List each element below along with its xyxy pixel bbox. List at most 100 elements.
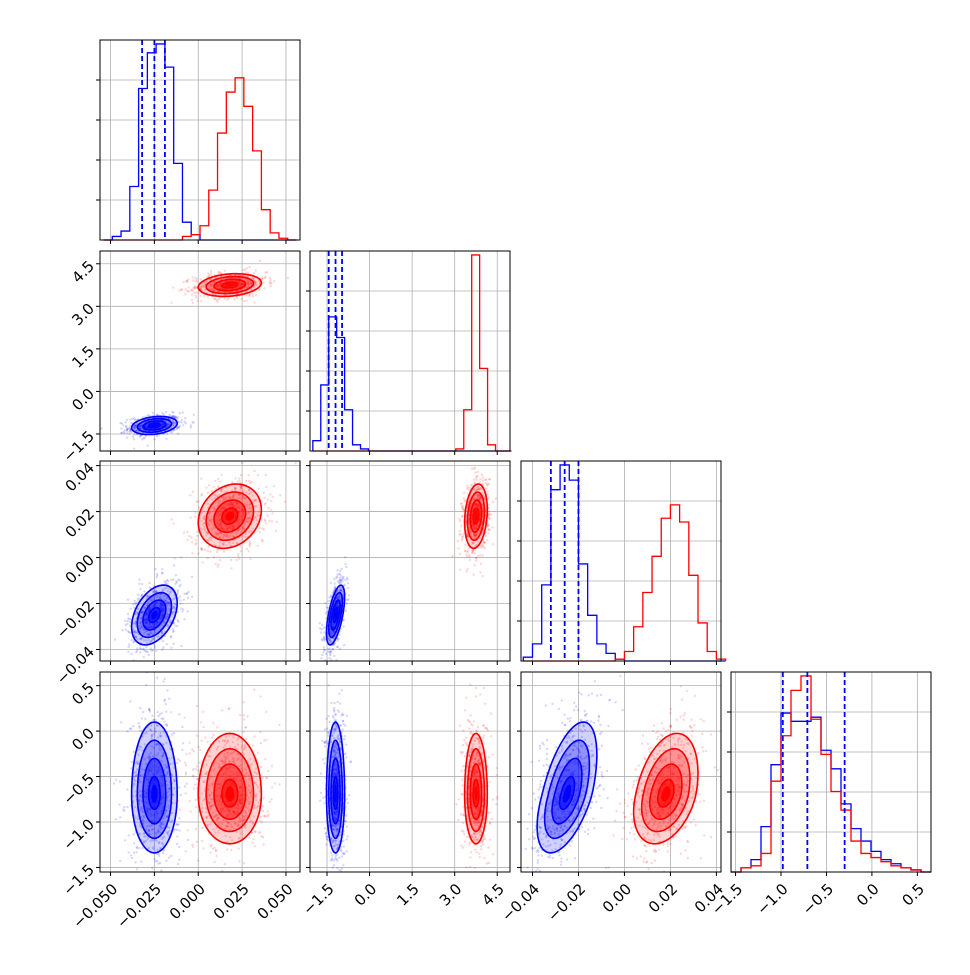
scatter-point xyxy=(176,843,178,845)
scatter-point xyxy=(184,417,186,419)
scatter-point xyxy=(270,509,272,511)
scatter-point xyxy=(200,477,202,479)
scatter-point xyxy=(138,583,140,585)
scatter-point xyxy=(214,480,216,482)
scatter-point xyxy=(200,721,202,723)
scatter-point xyxy=(323,639,325,641)
scatter-point xyxy=(271,512,273,514)
scatter-point xyxy=(138,727,140,729)
histogram-panel-2 xyxy=(306,251,511,455)
scatter-point xyxy=(148,654,150,656)
scatter-point xyxy=(218,297,220,299)
scatter-point xyxy=(330,594,332,596)
scatter-point xyxy=(127,646,129,648)
scatter-point xyxy=(169,414,171,416)
scatter-point xyxy=(257,545,259,547)
scatter-point xyxy=(181,726,183,728)
scatter-point xyxy=(133,438,135,440)
scatter-point xyxy=(127,730,129,732)
scatter-point xyxy=(162,852,164,854)
scatter-point xyxy=(199,278,201,280)
scatter-point xyxy=(119,860,121,862)
scatter-point xyxy=(325,612,327,614)
scatter-point xyxy=(145,646,147,648)
scatter-point xyxy=(134,419,136,421)
scatter-point xyxy=(339,648,341,650)
scatter-point xyxy=(128,631,130,633)
scatter-point xyxy=(245,271,247,273)
scatter-point xyxy=(129,728,131,730)
scatter-point xyxy=(165,877,167,879)
scatter-point xyxy=(263,492,265,494)
scatter-point xyxy=(137,879,139,881)
scatter-point xyxy=(464,500,466,502)
scatter-point xyxy=(468,489,470,491)
scatter-point xyxy=(132,603,134,605)
scatter-point xyxy=(458,547,460,549)
scatter-point xyxy=(194,543,196,545)
scatter-point xyxy=(246,548,248,550)
scatter-point xyxy=(100,427,102,429)
scatter-point xyxy=(208,545,210,547)
scatter-point xyxy=(207,557,209,559)
scatter-point xyxy=(210,270,212,272)
scatter-point xyxy=(180,645,182,647)
scatter-point xyxy=(243,718,245,720)
scatter-point xyxy=(198,506,200,508)
scatter-point xyxy=(180,288,182,290)
scatter-point xyxy=(194,511,196,513)
scatter-point xyxy=(130,639,132,641)
scatter-point xyxy=(267,810,269,812)
scatter-point xyxy=(187,839,189,841)
scatter-point xyxy=(485,487,487,489)
scatter-point xyxy=(466,568,468,570)
scatter-point xyxy=(179,425,181,427)
scatter-point xyxy=(217,563,219,565)
scatter-point xyxy=(269,277,271,279)
scatter-point xyxy=(153,858,155,860)
scatter-point xyxy=(157,711,159,713)
scatter-point xyxy=(459,520,461,522)
scatter-point xyxy=(485,535,487,537)
scatter-point xyxy=(148,582,150,584)
scatter-point xyxy=(243,731,245,733)
blue-histogram-1 xyxy=(104,44,297,240)
scatter-point xyxy=(127,427,129,429)
scatter-point xyxy=(458,518,460,520)
scatter-point xyxy=(219,559,221,561)
scatter-point xyxy=(197,859,199,861)
scatter-point xyxy=(146,414,148,416)
scatter-point xyxy=(200,295,202,297)
scatter-point xyxy=(138,664,140,666)
scatter-point xyxy=(464,550,466,552)
scatter-point xyxy=(193,292,195,294)
scatter-point xyxy=(261,540,263,542)
scatter-point xyxy=(183,593,185,595)
scatter-point xyxy=(171,733,173,735)
scatter-point xyxy=(144,718,146,720)
scatter-point xyxy=(271,520,273,522)
scatter-point xyxy=(129,700,131,702)
scatter-point xyxy=(262,281,264,283)
scatter-point xyxy=(138,847,140,849)
scatter-point xyxy=(458,534,460,536)
scatter-point xyxy=(269,279,271,281)
scatter-point xyxy=(188,535,190,537)
scatter-point xyxy=(323,646,325,648)
scatter-point xyxy=(186,531,188,533)
scatter-point xyxy=(320,631,322,633)
scatter-point xyxy=(223,550,225,552)
scatter-point xyxy=(192,290,194,292)
scatter-point xyxy=(126,437,128,439)
scatter-point xyxy=(321,639,323,641)
scatter-point xyxy=(136,650,138,652)
scatter-point xyxy=(269,493,271,495)
scatter-point xyxy=(237,481,239,483)
scatter-point xyxy=(187,597,189,599)
scatter-point xyxy=(182,281,184,283)
scatter-point xyxy=(466,484,468,486)
scatter-point xyxy=(177,579,179,581)
scatter-point xyxy=(157,862,159,864)
scatter-point xyxy=(133,448,135,450)
